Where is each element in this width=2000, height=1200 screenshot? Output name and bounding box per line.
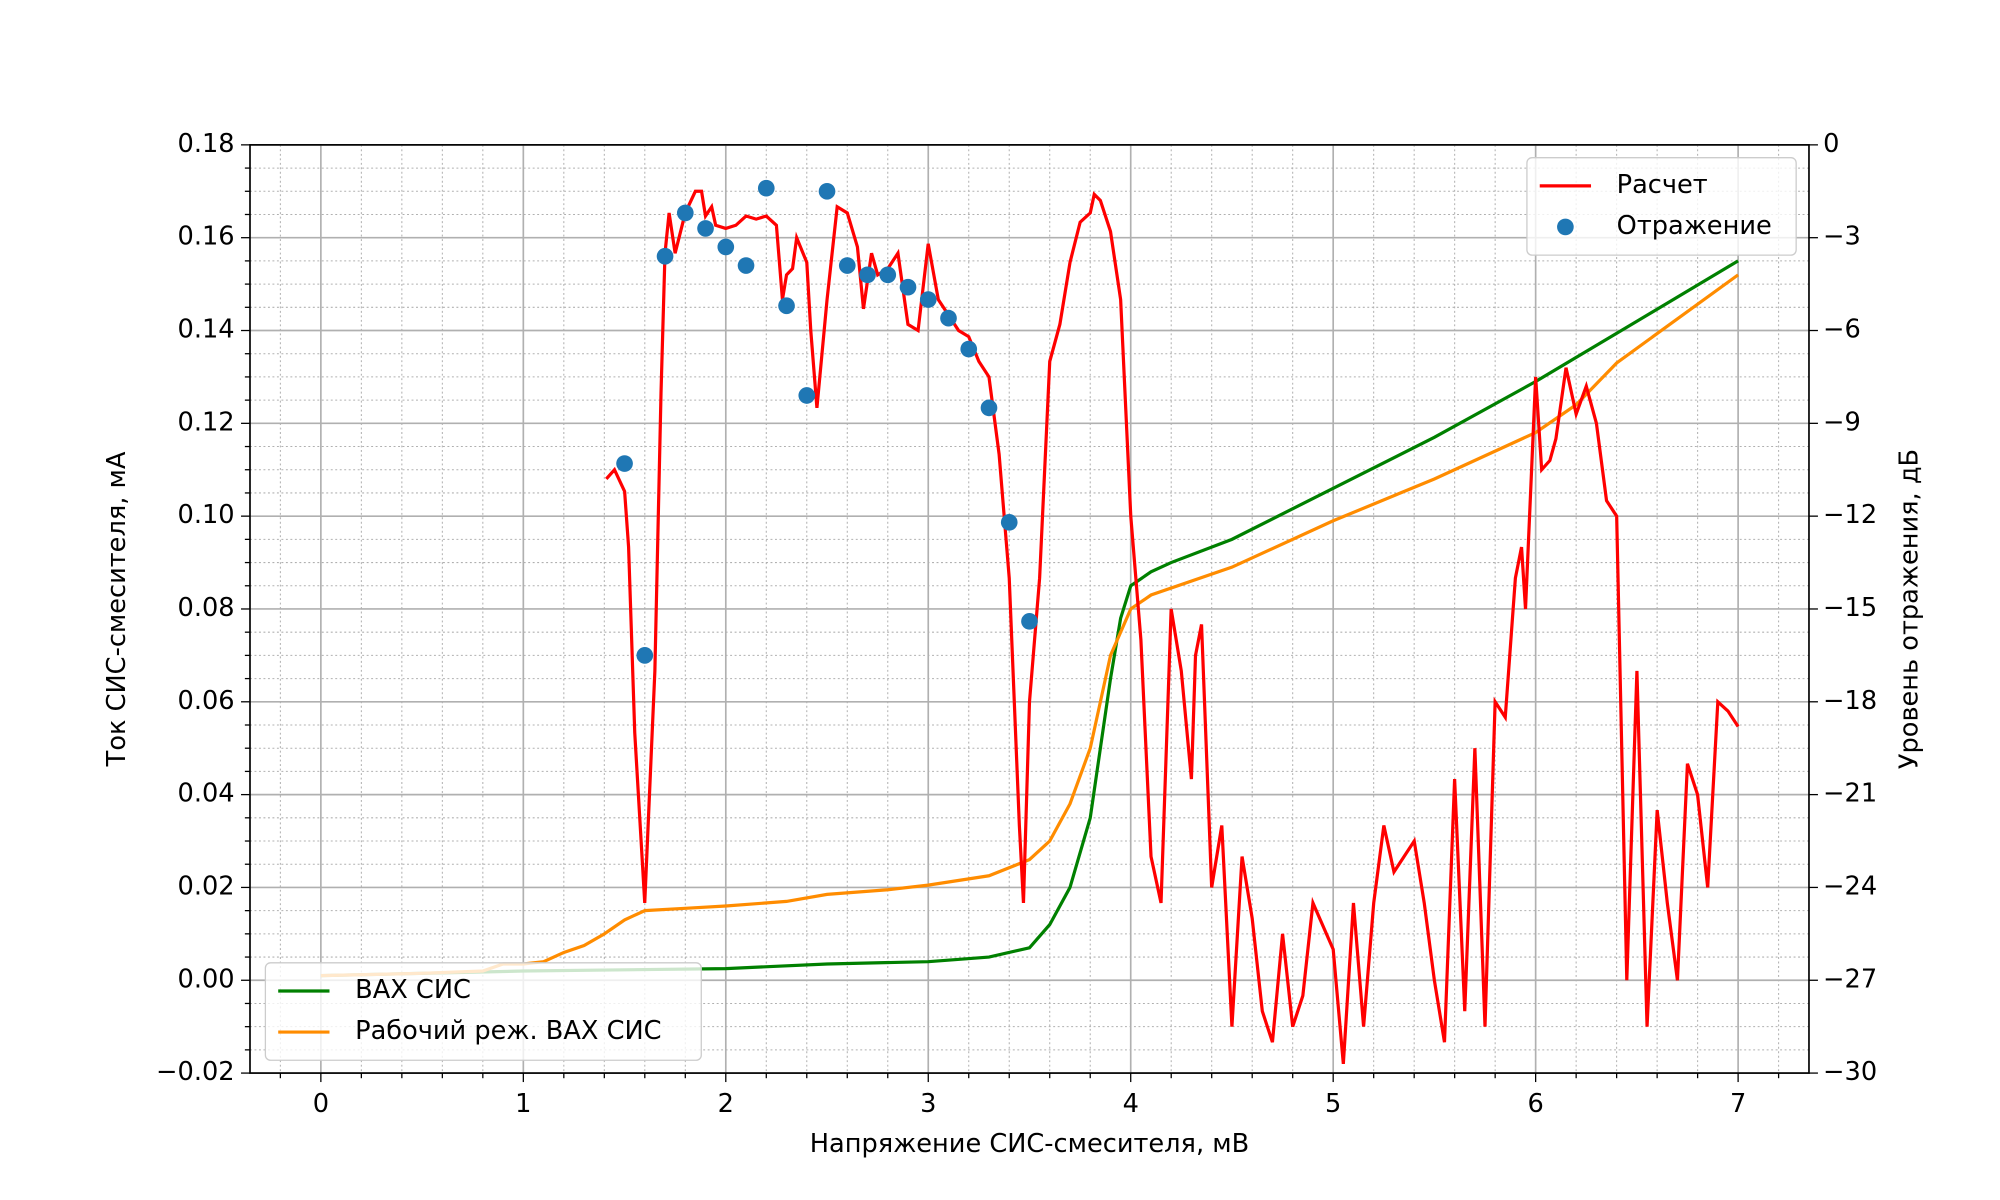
- x-tick-label: 7: [1730, 1089, 1746, 1119]
- legend-marker: [1557, 218, 1574, 236]
- series-line: [605, 189, 1740, 1064]
- grid: [250, 144, 1809, 1074]
- y-axis-label: Ток СИС-смесителя, мА: [102, 451, 132, 767]
- scatter-point: [960, 340, 978, 358]
- scatter-point: [697, 220, 714, 237]
- y2-tick-label: −6: [1823, 315, 1861, 345]
- y-tick-label: 0.02: [178, 871, 235, 901]
- y-tick-label: 0.18: [178, 129, 235, 159]
- plot-frame: [249, 144, 1810, 1074]
- y2-tick-label: −30: [1823, 1057, 1877, 1087]
- scatter-point: [980, 399, 998, 417]
- y2-tick-label: −21: [1823, 779, 1877, 809]
- legend-label: ВАХ СИС: [355, 975, 471, 1005]
- legend-label: Рабочий реж. ВАХ СИС: [355, 1016, 661, 1046]
- scatter-point: [879, 266, 897, 284]
- scatter-point: [737, 257, 755, 274]
- y2-tick-label: −27: [1823, 964, 1877, 994]
- x-tick-label: 6: [1527, 1089, 1543, 1119]
- y2-axis-label: Уровень отражения, дБ: [1894, 449, 1924, 769]
- scatter-point: [919, 291, 937, 308]
- legend-label: Расчет: [1617, 170, 1708, 200]
- legend-box: [1526, 157, 1797, 256]
- y-tick-label: 0.14: [178, 315, 235, 345]
- y-tick-label: 0.08: [178, 593, 235, 623]
- y-tick-label: 0.12: [178, 407, 235, 437]
- y-tick-label: 0.16: [178, 222, 235, 252]
- scatter-point: [1021, 613, 1038, 630]
- scatter-point: [859, 266, 876, 284]
- x-axis-label: Напряжение СИС-смесителя, мВ: [810, 1129, 1249, 1159]
- y2-tick-label: −18: [1823, 686, 1877, 716]
- scatter-point: [636, 647, 654, 664]
- y2-tick-label: −3: [1823, 222, 1861, 252]
- y-tick-label: 0.06: [178, 686, 235, 716]
- scatter-point: [656, 247, 674, 265]
- scatter-point: [717, 238, 735, 256]
- x-tick-label: 0: [313, 1089, 329, 1119]
- scatter-point: [757, 179, 775, 197]
- scatter-point: [778, 297, 795, 315]
- legend-box: [264, 962, 702, 1061]
- y2-tick-label: −12: [1823, 500, 1877, 530]
- x-tick-label: 3: [920, 1089, 936, 1119]
- scatter-point: [616, 455, 633, 472]
- scatter-point: [899, 278, 917, 296]
- x-tick-label: 2: [718, 1089, 734, 1119]
- x-tick-label: 4: [1123, 1089, 1139, 1119]
- y2-tick-label: −24: [1823, 871, 1877, 901]
- series-line: [320, 273, 1740, 978]
- scatter-point: [676, 204, 694, 222]
- scatter-point: [838, 257, 856, 274]
- legend: ВАХ СИС Рабочий реж. ВАХ СИС: [264, 962, 702, 1061]
- x-tick-label: 1: [515, 1089, 531, 1119]
- y-tick-label: −0.02: [156, 1057, 235, 1087]
- y2-tick-label: −15: [1823, 593, 1877, 623]
- x-tick-label: 5: [1325, 1089, 1341, 1119]
- y-tick-label: 0.10: [178, 500, 235, 530]
- legend: Расчет Отражение: [1526, 157, 1797, 256]
- scatter-point: [798, 387, 816, 404]
- scatter-point: [940, 309, 957, 327]
- y-tick-label: 0.00: [178, 964, 235, 994]
- y2-tick-label: −9: [1823, 407, 1861, 437]
- y-tick-label: 0.04: [178, 779, 235, 809]
- series-line: [320, 259, 1739, 978]
- legend-label: Отражение: [1617, 211, 1772, 241]
- scatter-point: [818, 182, 836, 200]
- y2-tick-label: 0: [1823, 129, 1839, 159]
- scatter-point: [1000, 514, 1018, 531]
